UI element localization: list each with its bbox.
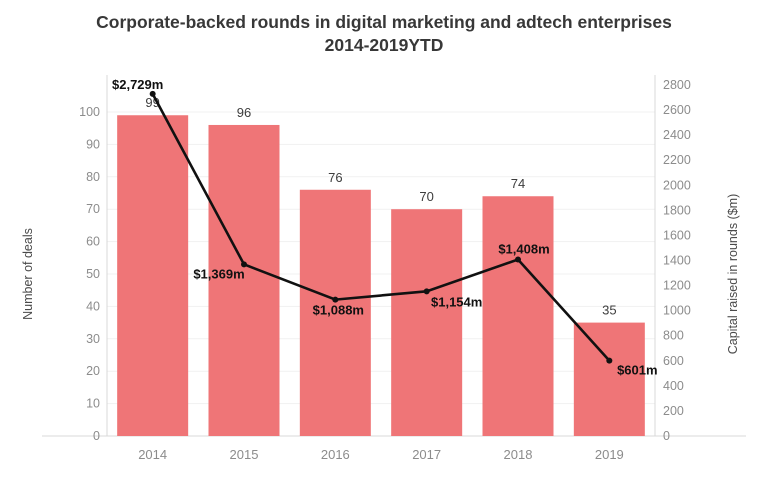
bar-2016 [299,189,371,436]
capital-raised-line [151,93,611,362]
right-axis-title: Capital raised in rounds ($m) [726,194,740,355]
right-axis-tick: 2400 [663,128,691,142]
right-axis-tick: 2200 [663,153,691,167]
line-point [149,90,156,97]
line-point [423,288,430,295]
chart-title-line2: 2014-2019YTD [324,35,444,55]
chart-title-line1: Corporate-backed rounds in digital marke… [96,12,672,32]
line-point [241,261,247,268]
right-axis-tick: 400 [663,379,684,393]
x-axis-label-2017: 2017 [412,447,441,462]
right-axis-tick: 2000 [663,178,691,192]
right-axis-tick: 1000 [663,304,691,318]
line-value-label: $2,729m [112,77,163,92]
left-axis-tick: 100 [79,105,100,119]
right-axis-tick: 1800 [663,203,691,217]
bar-2017 [391,209,463,436]
left-axis-tick: 10 [86,397,100,411]
left-axis-tick: 70 [86,202,100,216]
x-axis-label-2018: 2018 [504,447,533,462]
left-axis-tick: 80 [86,170,100,184]
left-axis-tick: 60 [86,235,100,249]
bar-value-label: 76 [328,170,342,185]
right-axis-tick: 600 [663,354,684,368]
right-axis-tick: 1600 [663,228,691,242]
left-axis-tick: 20 [86,364,100,378]
left-axis-tick: 0 [93,429,100,443]
line-value-label: $1,408m [498,241,549,256]
right-axis-tick: 2600 [663,103,691,117]
bar-value-label: 96 [237,105,251,120]
line-point [515,256,521,263]
line-value-label: $1,088m [313,303,364,318]
left-axis-tick: 40 [86,299,100,313]
left-axis-tick: 30 [86,332,100,346]
line-value-label: $1,154m [431,294,482,309]
bar-value-label: 74 [511,176,525,191]
line-point [606,357,613,364]
right-axis-tick: 1200 [663,279,691,293]
line-point [332,296,339,303]
left-axis-tick: 50 [86,267,100,281]
chart-title: Corporate-backed rounds in digital marke… [0,0,768,67]
left-axis-tick: 90 [86,137,100,151]
right-axis-tick: 0 [663,429,670,443]
x-axis-label-2014: 2014 [138,447,167,462]
line-value-label: $601m [617,363,657,378]
bar-2015 [208,124,280,437]
right-axis-tick: 2800 [663,78,691,92]
left-axis-title: Number of deals [21,228,35,320]
bar-value-label: 70 [419,189,433,204]
right-axis-tick: 800 [663,329,684,343]
right-axis-tick: 1400 [663,254,691,268]
bar-2018 [482,196,554,436]
right-axis-tick: 200 [663,404,684,418]
line-value-label: $1,369m [193,266,244,281]
combo-chart-canvas: 999676707435$2,729m$1,369m$1,088m$1,154m… [21,75,746,462]
x-axis-label-2016: 2016 [321,447,350,462]
bar-2019 [573,322,645,436]
bar-value-label: 35 [602,303,616,318]
x-axis-label-2019: 2019 [595,447,624,462]
x-axis-label-2015: 2015 [230,447,259,462]
bar-2014 [117,115,189,437]
